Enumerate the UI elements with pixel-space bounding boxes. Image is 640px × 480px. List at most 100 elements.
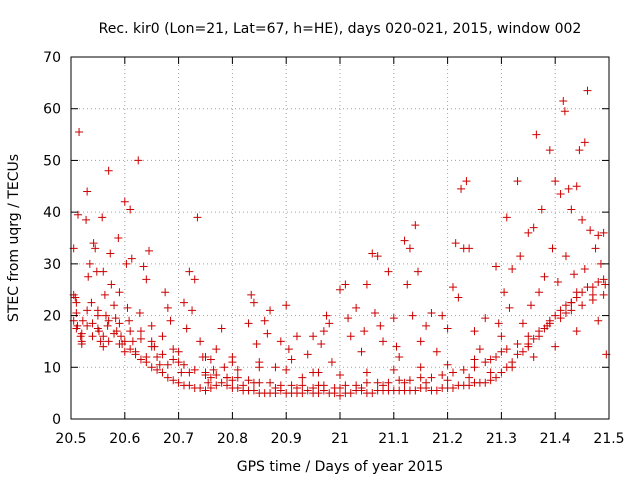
data-points	[69, 86, 611, 400]
grid-lines	[71, 57, 609, 419]
data-point	[163, 303, 172, 312]
data-point	[513, 350, 522, 359]
data-point	[556, 314, 565, 323]
data-point	[217, 378, 226, 387]
data-point	[341, 381, 350, 390]
data-point	[284, 345, 293, 354]
data-point	[580, 138, 589, 147]
data-point	[131, 350, 140, 359]
data-point	[465, 381, 474, 390]
data-point	[416, 373, 425, 382]
data-point	[309, 332, 318, 341]
data-point	[502, 213, 511, 222]
data-point	[122, 259, 131, 268]
data-point	[508, 265, 517, 274]
data-point	[545, 146, 554, 155]
data-point	[185, 368, 194, 377]
data-point	[524, 332, 533, 341]
data-point	[508, 363, 517, 372]
data-point	[117, 332, 126, 341]
data-point	[368, 389, 377, 398]
data-point	[475, 345, 484, 354]
data-point	[389, 365, 398, 374]
data-point	[459, 365, 468, 374]
data-point	[362, 280, 371, 289]
data-point	[561, 301, 570, 310]
data-point	[346, 389, 355, 398]
data-point	[83, 306, 92, 315]
data-point	[497, 347, 506, 356]
y-tick-label: 0	[52, 412, 61, 428]
data-point	[494, 319, 503, 328]
data-point	[357, 383, 366, 392]
data-point	[233, 365, 242, 374]
data-point	[336, 391, 344, 400]
data-point	[594, 277, 603, 286]
data-point	[500, 288, 509, 297]
data-point	[545, 319, 554, 328]
data-point	[190, 275, 199, 284]
data-point	[432, 347, 441, 356]
data-point	[322, 311, 331, 320]
data-point	[309, 383, 318, 392]
data-point	[492, 262, 501, 271]
data-point	[98, 213, 107, 222]
data-point	[427, 308, 436, 317]
data-point	[174, 347, 183, 356]
data-point	[578, 215, 587, 224]
data-point	[588, 296, 597, 305]
data-point	[586, 226, 595, 235]
data-point	[282, 301, 291, 310]
data-point	[158, 368, 167, 377]
data-point	[443, 360, 452, 369]
data-point	[99, 342, 108, 351]
data-point	[518, 347, 527, 356]
data-point	[99, 267, 108, 276]
data-point	[560, 107, 569, 116]
data-point	[540, 272, 549, 281]
data-point	[142, 352, 151, 361]
data-point	[77, 337, 86, 346]
data-point	[126, 327, 135, 336]
data-point	[111, 314, 120, 323]
data-point	[93, 311, 102, 320]
data-point	[551, 342, 560, 351]
chart-title: Rec. kir0 (Lon=21, Lat=67, h=HE), days 0…	[99, 21, 582, 37]
data-point	[570, 270, 579, 279]
data-point	[540, 324, 549, 333]
data-point	[470, 327, 479, 336]
data-point	[145, 246, 154, 255]
data-point	[564, 184, 573, 193]
data-point	[298, 389, 307, 398]
y-tick-label: 40	[43, 205, 61, 221]
data-point	[497, 368, 506, 377]
data-point	[567, 205, 576, 214]
data-point	[179, 298, 188, 307]
data-point	[190, 365, 199, 374]
data-point	[502, 345, 511, 354]
data-point	[601, 280, 610, 289]
data-point	[513, 177, 522, 186]
data-point	[77, 329, 86, 338]
data-point	[448, 283, 457, 292]
data-point	[411, 221, 420, 230]
data-point	[127, 254, 136, 263]
data-point	[344, 314, 353, 323]
x-tick-label: 21.3	[486, 431, 517, 447]
data-point	[548, 244, 557, 253]
data-point	[147, 363, 156, 372]
data-point	[529, 352, 538, 361]
data-point	[588, 283, 597, 292]
data-point	[405, 244, 414, 253]
data-point	[532, 130, 541, 139]
data-point	[567, 298, 576, 307]
data-point	[561, 308, 570, 317]
data-point	[174, 358, 183, 367]
data-point	[414, 267, 423, 276]
data-point	[249, 298, 258, 307]
data-point	[465, 244, 474, 253]
data-point	[438, 311, 447, 320]
data-point	[553, 277, 562, 286]
data-point	[128, 337, 137, 346]
data-point	[287, 381, 296, 390]
